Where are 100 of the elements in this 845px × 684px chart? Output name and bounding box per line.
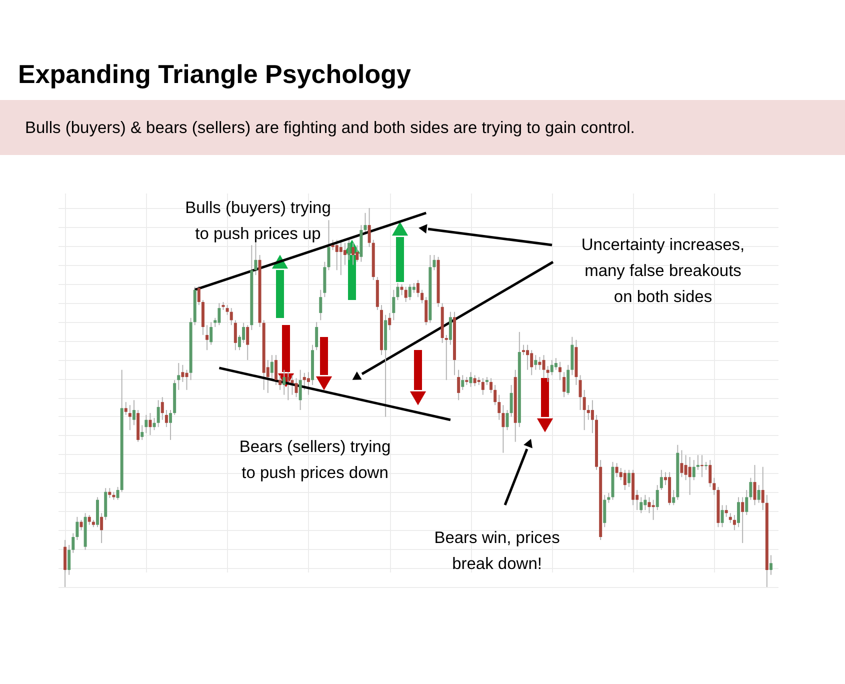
candlestick	[148, 412, 152, 436]
candlestick	[688, 456, 692, 496]
candlestick	[619, 467, 622, 481]
candlestick	[152, 417, 156, 431]
candlestick	[290, 374, 294, 396]
candlestick	[64, 540, 67, 588]
candlestick	[128, 404, 132, 431]
candlestick	[607, 492, 610, 504]
candlestick	[246, 324, 250, 360]
candlestick	[270, 354, 274, 381]
candlestick	[494, 384, 497, 406]
candlestick	[749, 477, 752, 500]
candlestick	[185, 369, 188, 390]
candlestick	[623, 469, 626, 490]
candlestick	[627, 469, 630, 488]
candlestick	[728, 512, 732, 524]
chart-title: Expanding Triangle Psychology	[18, 59, 412, 89]
candlestick	[680, 450, 684, 478]
candlestick	[457, 369, 460, 401]
candlestick	[210, 322, 213, 346]
candlestick	[230, 308, 233, 326]
candlestick	[80, 519, 83, 531]
candlestick	[140, 424, 144, 440]
candlestick	[753, 464, 756, 506]
candlestick	[522, 344, 525, 356]
annotation: Bears win, prices break down!	[434, 529, 560, 573]
candlestick	[408, 284, 412, 301]
annotation: Uncertainty increases, many false breakouts on both sides	[581, 236, 745, 306]
candlestick	[412, 282, 416, 294]
candlestick	[181, 364, 184, 382]
candlestick	[68, 544, 71, 576]
candlestick	[242, 322, 246, 344]
candlestick	[392, 289, 396, 321]
candlestick	[590, 400, 594, 434]
annotation: Bulls (buyers) trying to push prices up	[185, 199, 331, 243]
candlestick	[116, 486, 120, 500]
candlestick	[757, 484, 760, 504]
candlestick	[348, 237, 351, 260]
candlestick	[108, 488, 112, 498]
candlestick	[720, 504, 724, 528]
candlestick	[315, 322, 318, 351]
candlestick	[169, 410, 172, 440]
candlestick	[558, 361, 562, 381]
candlestick	[160, 396, 164, 420]
candlestick	[708, 460, 712, 488]
candlestick	[566, 364, 570, 396]
candlestick	[562, 372, 566, 398]
candlestick	[298, 369, 302, 411]
candlestick	[550, 359, 554, 376]
candlestick	[364, 212, 367, 234]
candlestick	[578, 374, 582, 411]
candlestick	[282, 369, 286, 396]
candlestick	[530, 350, 534, 376]
candlestick	[72, 532, 75, 554]
candlestick	[461, 374, 464, 390]
annotation: Bears (sellers) trying to push prices down	[239, 438, 391, 482]
candlestick	[644, 494, 647, 511]
candlestick	[424, 296, 428, 326]
candlestick	[400, 284, 404, 296]
candlestick	[510, 384, 513, 418]
candlestick	[473, 374, 476, 387]
candlestick	[737, 496, 740, 528]
candlestick	[218, 302, 221, 326]
candlestick	[672, 489, 676, 506]
candlestick	[745, 489, 748, 516]
candlestick	[100, 512, 104, 544]
candlestick	[335, 239, 338, 271]
candlestick	[132, 400, 136, 426]
candlestick	[88, 514, 91, 526]
candlestick	[640, 496, 643, 514]
candlestick	[352, 242, 355, 266]
candlestick	[761, 466, 764, 511]
candlestick	[343, 242, 346, 266]
candlestick	[724, 504, 728, 518]
candlestick	[656, 484, 659, 511]
candlestick	[490, 378, 493, 394]
candlestick	[164, 410, 168, 428]
candlestick	[177, 362, 180, 390]
candlestick	[444, 334, 448, 381]
candlestick	[502, 404, 505, 454]
candlestick	[546, 366, 550, 382]
candlestick	[124, 402, 128, 416]
candlestick	[554, 358, 558, 370]
candlestick	[396, 282, 400, 301]
candlestick	[469, 372, 472, 388]
candlestick	[254, 242, 258, 276]
candlestick	[684, 454, 688, 481]
chart-subtitle: Bulls (buyers) & bears (sellers) are fighting and both sides are trying to gain control.	[25, 119, 635, 137]
candlestick	[144, 414, 148, 434]
candlestick	[302, 372, 306, 390]
candlestick	[696, 454, 700, 470]
candlestick	[388, 312, 392, 331]
candlestick	[327, 220, 330, 271]
candlestick	[498, 394, 501, 420]
candlestick	[76, 516, 79, 541]
candlestick	[368, 208, 371, 248]
candlestick	[416, 280, 420, 298]
candlestick	[506, 410, 509, 431]
candlestick	[156, 400, 160, 428]
candlestick	[356, 244, 359, 262]
